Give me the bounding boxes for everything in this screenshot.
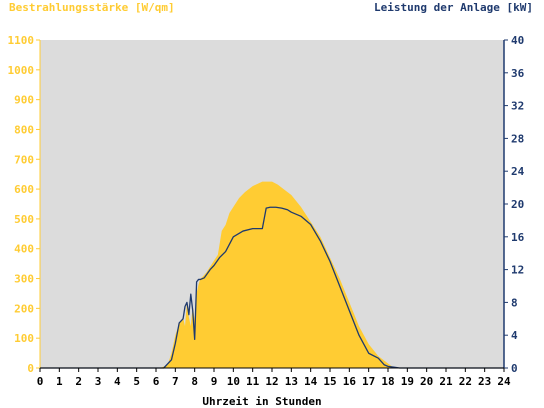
left-tick-label: 1000 (8, 64, 35, 77)
right-tick-label: 12 (511, 264, 524, 277)
x-tick-label: 2 (75, 375, 82, 388)
x-tick-label: 15 (323, 375, 336, 388)
x-tick-label: 23 (478, 375, 491, 388)
left-tick-label: 1100 (8, 34, 35, 47)
x-tick-label: 6 (153, 375, 160, 388)
x-tick-label: 13 (285, 375, 298, 388)
x-tick-label: 19 (401, 375, 414, 388)
left-tick-label: 900 (14, 94, 34, 107)
left-tick-label: 500 (14, 213, 34, 226)
irradiance-series (40, 181, 504, 368)
x-tick-label: 21 (439, 375, 453, 388)
left-tick-label: 100 (14, 332, 34, 345)
x-tick-label: 18 (381, 375, 394, 388)
x-axis-title: Uhrzeit in Stunden (202, 395, 321, 408)
right-tick-label: 8 (511, 296, 518, 309)
right-axis-title: Leistung der Anlage [kW] (374, 1, 533, 14)
x-tick-label: 20 (420, 375, 433, 388)
x-tick-label: 0 (37, 375, 44, 388)
x-tick-label: 7 (172, 375, 179, 388)
right-tick-label: 32 (511, 100, 524, 113)
left-axis: 0 100 200 300 400 500 600 700 800 900 1000 1100 (8, 34, 41, 375)
right-tick-label: 20 (511, 198, 524, 211)
left-tick-label: 300 (14, 273, 34, 286)
x-tick-label: 1 (56, 375, 63, 388)
left-tick-label: 700 (14, 153, 34, 166)
power-series (40, 206, 504, 369)
x-tick-label: 17 (362, 375, 375, 388)
x-tick-label: 10 (227, 375, 240, 388)
left-tick-label: 0 (27, 362, 34, 375)
x-tick-label: 4 (114, 375, 121, 388)
right-tick-label: 24 (511, 165, 525, 178)
right-tick-label: 28 (511, 132, 524, 145)
x-tick-label: 3 (95, 375, 102, 388)
left-axis-title: Bestrahlungsstärke [W/qm] (9, 1, 175, 14)
right-axis: 0 4 8 12 16 20 24 28 32 36 40 (503, 34, 525, 375)
left-tick-label: 400 (14, 243, 34, 256)
left-tick-label: 600 (14, 183, 34, 196)
right-tick-label: 36 (511, 67, 525, 80)
irradiance-area (40, 181, 504, 368)
x-tick-label: 16 (343, 375, 357, 388)
left-tick-label: 200 (14, 302, 34, 315)
x-tick-label: 9 (211, 375, 218, 388)
power-line (40, 206, 504, 369)
x-tick-label: 11 (246, 375, 260, 388)
right-tick-label: 40 (511, 34, 524, 47)
right-tick-label: 4 (511, 329, 518, 342)
right-tick-label: 0 (511, 362, 518, 375)
x-tick-label: 8 (191, 375, 198, 388)
x-tick-label: 22 (459, 375, 472, 388)
x-tick-label: 12 (265, 375, 278, 388)
x-tick-label: 5 (133, 375, 140, 388)
x-axis: 0 1 2 3 4 5 6 7 8 9 10 11 12 13 14 15 16 17 18 19 20 21 22 23 24 (37, 367, 511, 388)
x-tick-label: 24 (497, 375, 511, 388)
x-tick-label: 14 (304, 375, 318, 388)
left-tick-label: 800 (14, 123, 34, 136)
right-tick-label: 16 (511, 231, 525, 244)
